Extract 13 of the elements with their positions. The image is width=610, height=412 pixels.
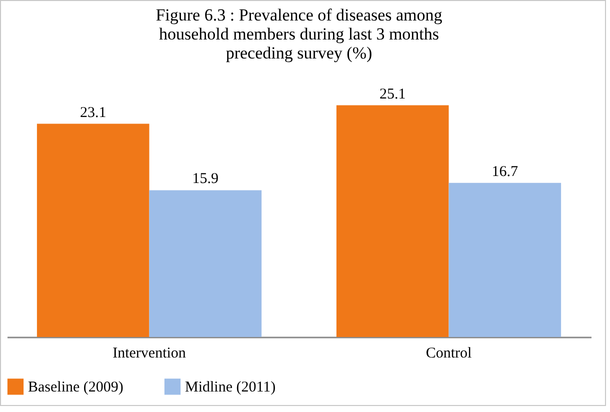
- bar: [448, 182, 562, 337]
- x-tick-label: Control: [426, 346, 472, 362]
- data-label: 15.9: [192, 171, 219, 188]
- legend-label: Midline (2011): [185, 380, 276, 396]
- data-label: 23.1: [80, 104, 106, 121]
- bar: [36, 124, 150, 337]
- x-tick-label: Intervention: [112, 346, 186, 362]
- data-label: 16.7: [492, 164, 519, 180]
- legend-label: Baseline (2009): [28, 380, 124, 396]
- bar: [336, 105, 449, 337]
- bar: [149, 190, 262, 337]
- data-label: 25.1: [379, 86, 406, 102]
- chart-title: Figure 6.3 : Prevalence of diseases among household members during last 3 months preceding survey (%): [156, 5, 443, 62]
